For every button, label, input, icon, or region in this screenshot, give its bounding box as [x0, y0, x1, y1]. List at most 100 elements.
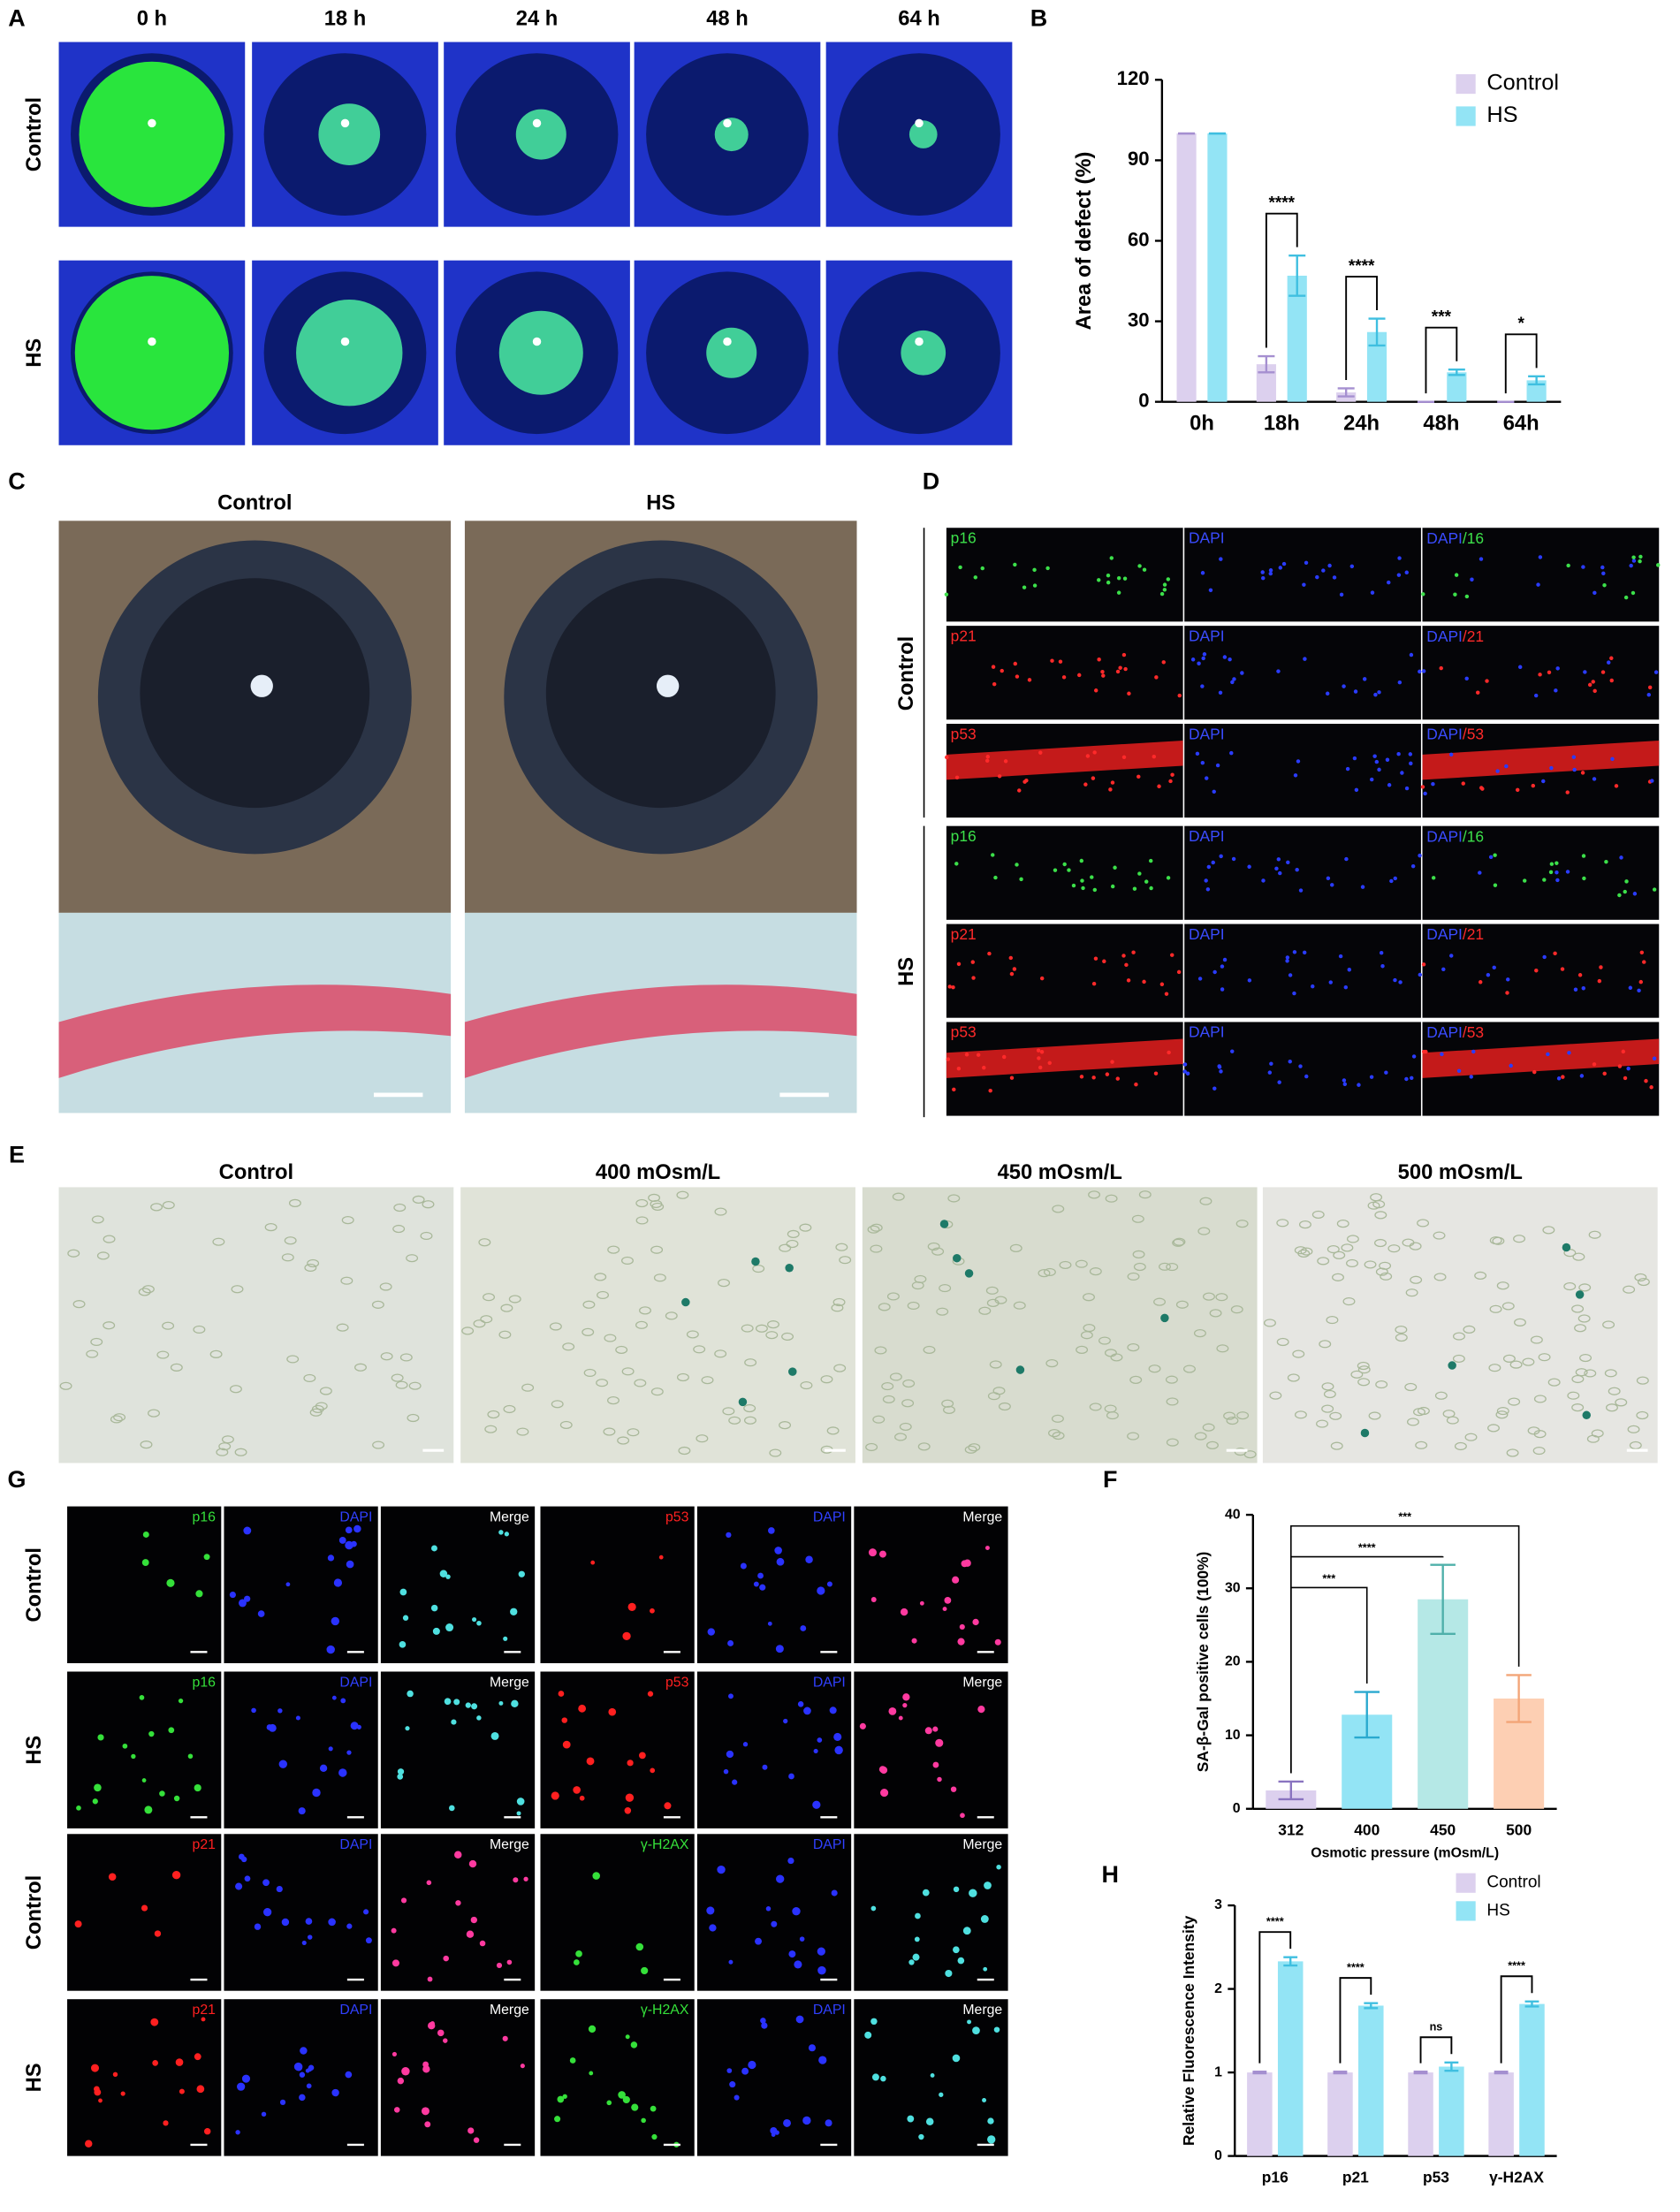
cell — [437, 2029, 445, 2037]
nucleus — [1374, 759, 1380, 764]
cell — [1175, 1300, 1189, 1309]
cell — [1209, 1309, 1222, 1318]
cell — [914, 1936, 920, 1942]
if-image — [380, 1671, 536, 1828]
cell — [1199, 1197, 1212, 1205]
cell — [141, 1559, 149, 1566]
nucleus — [1062, 862, 1067, 867]
x-tick-label: 0h — [1190, 411, 1214, 435]
nucleus — [1638, 554, 1643, 559]
cell — [309, 1408, 323, 1417]
cell — [1327, 1245, 1340, 1254]
cell — [193, 1325, 206, 1334]
cell — [627, 1428, 640, 1437]
channel-label: /21 — [1463, 925, 1484, 943]
nucleus — [1148, 858, 1153, 863]
nucleus — [956, 1066, 962, 1071]
nucleus — [1345, 766, 1350, 772]
cell — [238, 1853, 245, 1860]
nucleus — [1409, 652, 1414, 658]
nucleus — [1153, 1071, 1159, 1076]
cell — [1509, 1360, 1523, 1369]
nucleus — [1113, 865, 1117, 870]
cell — [278, 1760, 287, 1768]
cell — [67, 1249, 80, 1258]
nucleus — [1610, 756, 1615, 762]
nucleus — [1137, 871, 1142, 876]
nucleus — [1159, 982, 1165, 986]
nucleus — [1002, 1054, 1007, 1060]
cell — [483, 1293, 496, 1302]
cell — [734, 2094, 740, 2101]
nucleus — [1461, 781, 1465, 786]
nucleus — [1116, 590, 1121, 595]
nucleus — [1136, 774, 1141, 779]
cell — [859, 1722, 866, 1729]
cell — [1464, 1433, 1478, 1441]
nucleus — [1541, 779, 1546, 784]
nucleus — [976, 1053, 981, 1057]
channel-label: Merge — [490, 1509, 529, 1524]
cell — [562, 1342, 575, 1351]
cell — [345, 1526, 353, 1534]
glare — [340, 118, 350, 128]
cell — [393, 1203, 407, 1212]
cell — [196, 2085, 205, 2094]
cell — [1346, 1258, 1358, 1268]
cell — [286, 1355, 300, 1364]
cell — [1059, 1260, 1072, 1270]
nucleus — [1404, 570, 1409, 574]
nucleus — [1509, 1063, 1513, 1068]
cell — [870, 1597, 877, 1602]
nucleus — [1577, 973, 1583, 977]
legend-label: HS — [1486, 103, 1517, 127]
cell — [448, 1805, 455, 1812]
cell — [380, 1352, 393, 1361]
cell — [1098, 1336, 1111, 1345]
nucleus — [1009, 971, 1015, 977]
cell — [1342, 1296, 1356, 1306]
nucleus — [1122, 576, 1128, 581]
cell — [817, 1586, 825, 1595]
nucleus — [1142, 567, 1147, 572]
cell — [399, 1588, 407, 1596]
cell — [788, 1773, 794, 1780]
cell — [1375, 1380, 1388, 1389]
nucleus — [1268, 568, 1273, 573]
nucleus — [1423, 791, 1427, 796]
cell — [1083, 1293, 1095, 1302]
cell — [650, 1608, 655, 1614]
nucleus — [1353, 689, 1358, 694]
cell — [97, 1734, 104, 1741]
cell — [775, 1645, 784, 1653]
channel-label: DAPI — [813, 1675, 846, 1690]
cell — [993, 2026, 1000, 2033]
nucleus — [1208, 588, 1213, 593]
nucleus — [1106, 573, 1111, 578]
channel-label: DAPI/16 — [1426, 827, 1484, 845]
nucleus — [1471, 1049, 1476, 1054]
cell — [978, 1306, 992, 1315]
nucleus — [992, 681, 997, 687]
nucleus — [1204, 878, 1208, 883]
cell — [987, 2135, 996, 2144]
channel-label: p16 — [951, 529, 977, 547]
cell — [765, 1906, 772, 1912]
nucleus — [1166, 577, 1171, 582]
cell — [1584, 1369, 1597, 1378]
cell — [925, 2117, 934, 2126]
cell — [279, 2099, 286, 2105]
significance-bracket — [1339, 1977, 1372, 2064]
cell — [1263, 1319, 1276, 1327]
cell — [162, 1201, 175, 1210]
if-image — [540, 1671, 695, 1828]
cell — [902, 1693, 910, 1701]
cell — [1080, 1331, 1093, 1340]
cell — [709, 1924, 717, 1932]
cell — [305, 2068, 310, 2073]
cell — [770, 2126, 778, 2134]
cell — [285, 1582, 291, 1587]
cell — [579, 1795, 585, 1801]
cell — [98, 2098, 103, 2103]
cell — [1530, 1335, 1543, 1344]
